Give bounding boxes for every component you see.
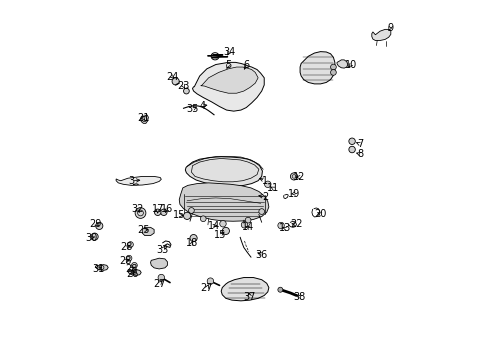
Text: 5: 5 [224, 60, 231, 70]
Text: 14: 14 [242, 222, 254, 232]
Circle shape [348, 146, 355, 153]
Circle shape [277, 222, 284, 229]
Text: 15: 15 [213, 230, 226, 239]
Text: 16: 16 [161, 204, 173, 215]
Text: 23: 23 [177, 81, 189, 91]
Polygon shape [116, 176, 161, 185]
Circle shape [188, 208, 194, 213]
Circle shape [290, 173, 297, 180]
Circle shape [127, 242, 133, 247]
Circle shape [222, 227, 229, 234]
Text: 15: 15 [173, 210, 185, 220]
Circle shape [91, 233, 98, 240]
Text: 7: 7 [356, 139, 363, 149]
Circle shape [183, 88, 189, 94]
Polygon shape [192, 62, 264, 111]
Polygon shape [128, 270, 141, 275]
Polygon shape [179, 183, 268, 221]
Polygon shape [371, 30, 390, 41]
Text: 12: 12 [293, 172, 305, 182]
Polygon shape [201, 67, 258, 93]
Circle shape [277, 287, 282, 292]
Text: 28: 28 [121, 242, 133, 252]
Circle shape [219, 221, 226, 227]
Text: 35: 35 [186, 104, 198, 114]
Text: 27: 27 [200, 283, 213, 293]
Polygon shape [95, 265, 108, 270]
Circle shape [200, 216, 206, 222]
Circle shape [207, 278, 213, 284]
Text: 8: 8 [357, 149, 363, 159]
Polygon shape [221, 278, 268, 301]
Text: 4: 4 [199, 101, 205, 111]
Text: 33: 33 [156, 245, 168, 255]
Text: 26: 26 [126, 269, 139, 279]
Text: 31: 31 [92, 264, 104, 274]
Text: 28: 28 [119, 256, 131, 266]
Circle shape [330, 69, 336, 75]
Circle shape [126, 255, 132, 261]
Circle shape [172, 78, 179, 85]
Text: 10: 10 [344, 59, 356, 69]
Circle shape [160, 209, 167, 216]
Text: 2: 2 [262, 192, 268, 202]
Text: 32: 32 [131, 204, 143, 215]
Text: 28: 28 [125, 264, 138, 274]
Text: 9: 9 [386, 23, 392, 33]
Polygon shape [300, 51, 334, 84]
Text: 22: 22 [290, 219, 302, 229]
Text: 37: 37 [243, 292, 256, 302]
Text: 17: 17 [151, 204, 163, 215]
Circle shape [264, 181, 270, 188]
Circle shape [183, 212, 190, 220]
Text: 36: 36 [255, 249, 267, 260]
Text: 34: 34 [223, 46, 235, 57]
Text: 11: 11 [266, 183, 279, 193]
Circle shape [154, 209, 161, 216]
Polygon shape [185, 157, 262, 186]
Text: 30: 30 [85, 233, 97, 243]
Text: 21: 21 [137, 113, 149, 123]
Text: 3: 3 [128, 176, 134, 186]
Text: 20: 20 [314, 209, 326, 219]
Polygon shape [150, 258, 167, 269]
Text: 18: 18 [185, 238, 198, 248]
Polygon shape [140, 115, 148, 123]
Circle shape [330, 64, 336, 70]
Circle shape [96, 222, 102, 229]
Text: 1: 1 [262, 176, 268, 186]
Polygon shape [142, 227, 154, 235]
Circle shape [158, 274, 164, 281]
Text: 14: 14 [207, 221, 220, 231]
Circle shape [244, 217, 250, 223]
Text: 19: 19 [287, 189, 300, 199]
Circle shape [241, 222, 247, 228]
Text: 13: 13 [279, 224, 291, 233]
Text: 38: 38 [292, 292, 305, 302]
Circle shape [190, 234, 197, 242]
Text: 6: 6 [243, 59, 249, 69]
Circle shape [258, 209, 264, 215]
Text: 29: 29 [89, 219, 102, 229]
Circle shape [131, 262, 137, 268]
Text: 24: 24 [165, 72, 178, 82]
Circle shape [135, 208, 145, 219]
Text: 25: 25 [137, 225, 149, 235]
Circle shape [348, 138, 355, 144]
Text: 27: 27 [153, 279, 165, 289]
Polygon shape [336, 60, 347, 68]
